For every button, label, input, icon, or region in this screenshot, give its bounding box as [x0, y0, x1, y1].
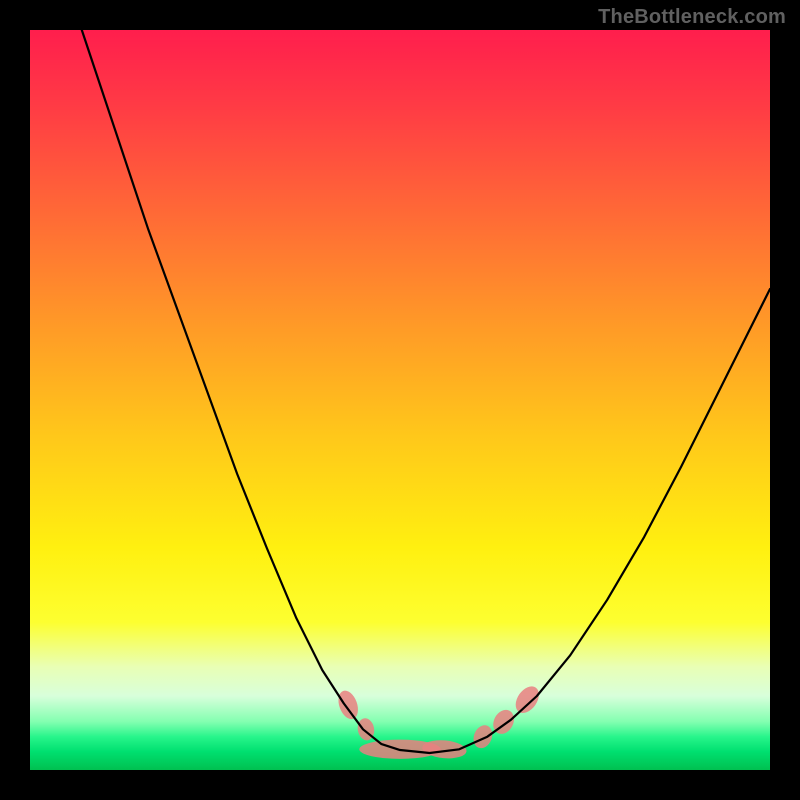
bottleneck-chart: [0, 0, 800, 800]
watermark-text: TheBottleneck.com: [598, 6, 786, 29]
plot-background: [30, 30, 770, 770]
